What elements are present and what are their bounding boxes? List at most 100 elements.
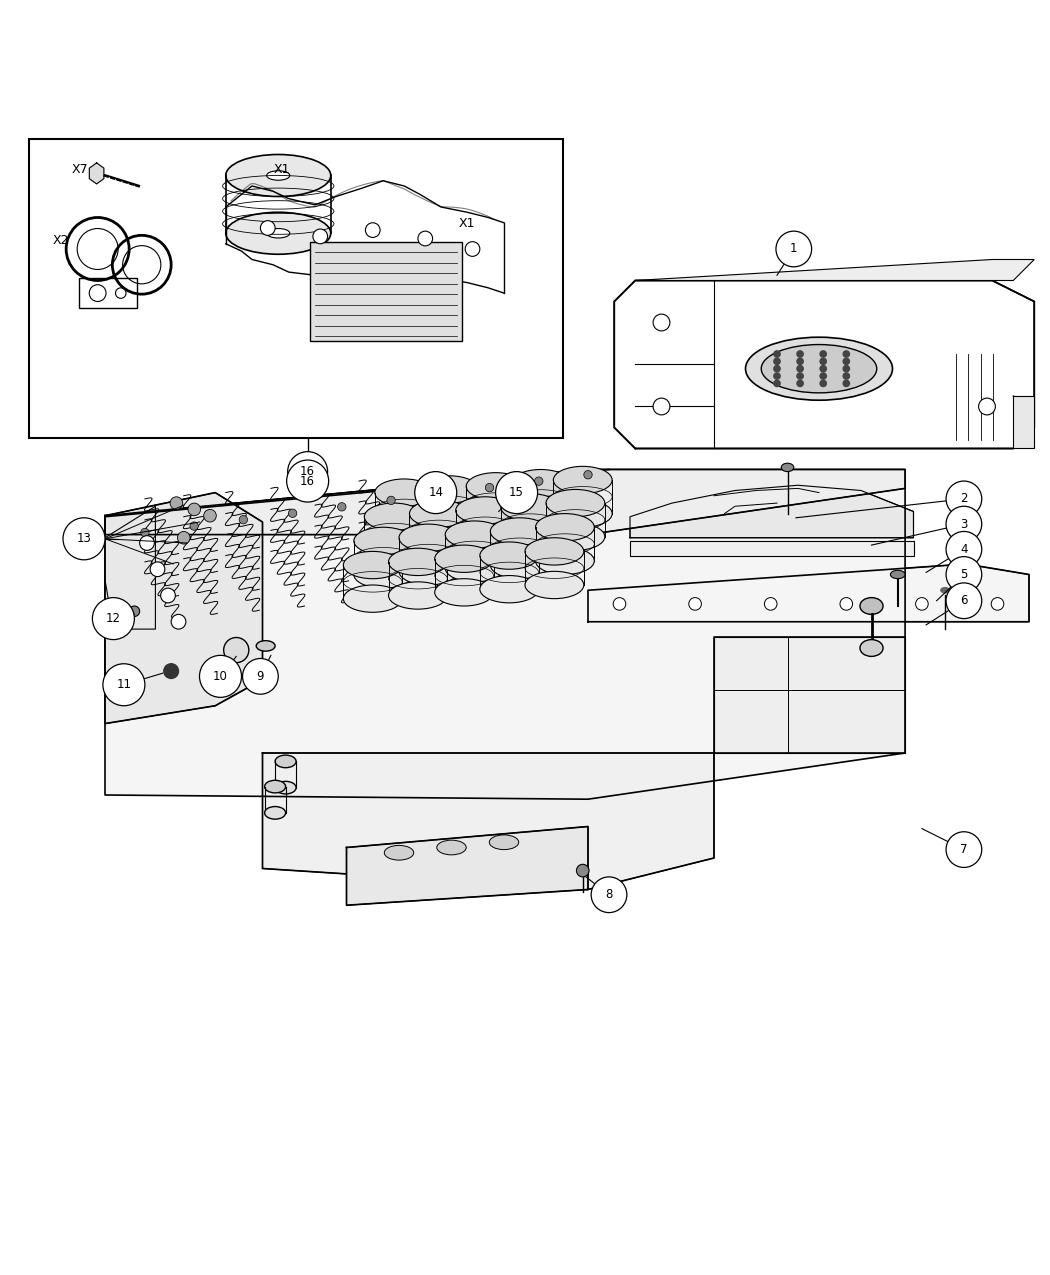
Circle shape [150, 562, 165, 576]
Polygon shape [614, 280, 1034, 449]
Polygon shape [105, 469, 905, 799]
Circle shape [386, 496, 395, 505]
Polygon shape [588, 564, 1029, 622]
Ellipse shape [553, 467, 612, 493]
Ellipse shape [226, 212, 331, 254]
Ellipse shape [890, 570, 905, 579]
Circle shape [820, 372, 826, 379]
Ellipse shape [490, 518, 549, 546]
Ellipse shape [435, 579, 494, 606]
Circle shape [288, 451, 328, 492]
Circle shape [797, 351, 803, 357]
Ellipse shape [761, 344, 877, 393]
Circle shape [140, 536, 154, 551]
Text: 14: 14 [428, 486, 443, 499]
Text: 8: 8 [605, 889, 613, 901]
Circle shape [843, 372, 849, 379]
Ellipse shape [781, 463, 794, 472]
Ellipse shape [489, 835, 519, 849]
Ellipse shape [354, 561, 413, 588]
Ellipse shape [384, 845, 414, 861]
Circle shape [797, 372, 803, 379]
Circle shape [843, 366, 849, 372]
Circle shape [843, 380, 849, 386]
Ellipse shape [525, 571, 584, 599]
Ellipse shape [511, 504, 570, 530]
Circle shape [243, 658, 278, 694]
Circle shape [171, 615, 186, 629]
Ellipse shape [511, 469, 570, 497]
Text: 12: 12 [106, 612, 121, 625]
Polygon shape [635, 260, 1034, 280]
Text: 11: 11 [117, 678, 131, 691]
Circle shape [840, 598, 853, 611]
Circle shape [820, 358, 826, 365]
Circle shape [613, 598, 626, 611]
Circle shape [338, 502, 347, 511]
Circle shape [164, 664, 179, 678]
Ellipse shape [480, 575, 539, 603]
Circle shape [991, 598, 1004, 611]
Ellipse shape [267, 228, 290, 238]
Ellipse shape [420, 510, 479, 537]
Circle shape [776, 231, 812, 266]
Circle shape [200, 655, 242, 697]
Ellipse shape [501, 493, 560, 521]
Circle shape [103, 664, 145, 706]
Circle shape [797, 366, 803, 372]
Text: X1: X1 [459, 217, 476, 231]
Ellipse shape [941, 588, 949, 593]
Text: 16: 16 [300, 474, 315, 487]
Ellipse shape [456, 530, 514, 557]
Polygon shape [105, 469, 905, 534]
Ellipse shape [445, 555, 504, 581]
Circle shape [129, 606, 140, 617]
Ellipse shape [525, 538, 584, 565]
Polygon shape [714, 638, 905, 754]
Circle shape [418, 231, 433, 246]
Circle shape [797, 380, 803, 386]
Text: 15: 15 [509, 486, 524, 499]
Circle shape [63, 518, 105, 560]
Circle shape [764, 598, 777, 611]
Ellipse shape [265, 780, 286, 793]
Circle shape [141, 528, 149, 537]
Circle shape [496, 472, 538, 514]
Ellipse shape [437, 840, 466, 854]
Bar [79, 278, 136, 307]
Ellipse shape [435, 546, 494, 572]
Circle shape [797, 358, 803, 365]
Text: X1: X1 [273, 163, 290, 176]
Text: X2: X2 [52, 235, 69, 247]
Circle shape [653, 398, 670, 414]
Circle shape [820, 351, 826, 357]
Ellipse shape [388, 581, 447, 609]
Ellipse shape [399, 557, 458, 585]
Circle shape [289, 509, 297, 518]
Circle shape [946, 583, 982, 618]
Text: 10: 10 [213, 669, 228, 683]
Ellipse shape [420, 476, 479, 504]
Text: 6: 6 [960, 594, 968, 607]
Circle shape [946, 831, 982, 867]
Ellipse shape [354, 528, 413, 555]
Circle shape [190, 521, 198, 530]
Circle shape [774, 366, 780, 372]
Ellipse shape [265, 807, 286, 819]
Ellipse shape [746, 337, 892, 400]
Ellipse shape [546, 523, 605, 551]
Text: 9: 9 [256, 669, 265, 683]
Ellipse shape [445, 521, 504, 548]
Circle shape [170, 497, 183, 510]
Ellipse shape [267, 171, 290, 180]
Circle shape [820, 366, 826, 372]
Ellipse shape [466, 506, 525, 533]
Ellipse shape [410, 500, 468, 528]
Text: 13: 13 [77, 532, 91, 546]
Circle shape [287, 460, 329, 502]
Circle shape [485, 483, 494, 492]
Circle shape [365, 223, 380, 237]
Circle shape [946, 506, 982, 542]
Ellipse shape [399, 524, 458, 551]
Circle shape [465, 242, 480, 256]
